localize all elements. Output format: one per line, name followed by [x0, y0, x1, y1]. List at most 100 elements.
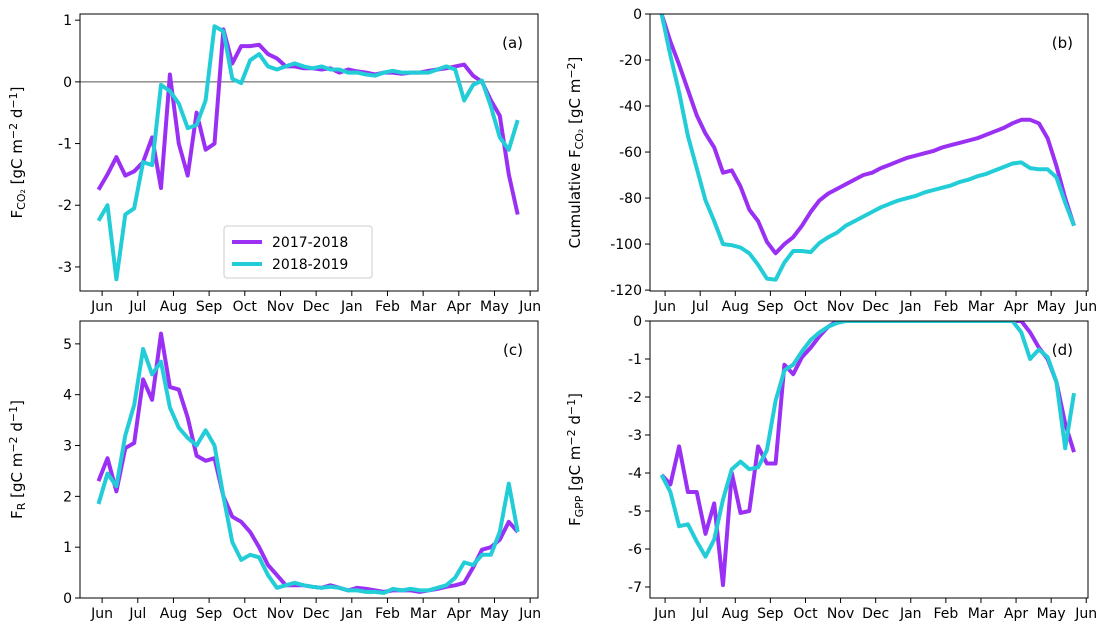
- x-tick-label: May: [480, 606, 509, 622]
- y-tick-label: 3: [63, 439, 72, 455]
- y-label-part: −2: [7, 123, 20, 139]
- x-tick-label: Mar: [968, 606, 995, 622]
- x-tick-label: Mar: [968, 299, 995, 315]
- x-tick-label: Oct: [793, 299, 818, 315]
- y-label-part: −2: [565, 429, 578, 445]
- y-label-part: d: [8, 109, 26, 123]
- y-tick-label: -1: [58, 137, 72, 153]
- x-tick-label: Jul: [128, 606, 146, 622]
- panel: Jun Jul Aug Sep Oct Nov Dec Jan Feb Mar Apr May Jun-…: [565, 7, 1097, 315]
- y-label-part: ]: [566, 57, 584, 63]
- y-label-part: CO₂: [15, 189, 28, 210]
- x-tick-label: Oct: [233, 299, 258, 315]
- x-tick-label: Jul: [128, 299, 146, 315]
- y-tick-label: -2: [628, 390, 642, 406]
- series-line: [660, 321, 1076, 588]
- y-tick-label: -100: [610, 237, 642, 253]
- y-label-part: −2: [565, 62, 578, 78]
- x-tick-label: May: [1037, 299, 1066, 315]
- y-tick-label: -3: [58, 260, 72, 276]
- y-tick-label: -20: [619, 53, 642, 69]
- plot-frame: [649, 13, 1089, 292]
- x-tick-label: Apr: [1004, 606, 1028, 622]
- y-label-part: F: [566, 517, 584, 526]
- y-label-part: d: [566, 415, 584, 429]
- x-tick-label: Mar: [410, 299, 437, 315]
- x-tick-label: Jun: [90, 606, 113, 622]
- x-tick-label: Aug: [722, 606, 749, 622]
- x-tick-label: Feb: [933, 606, 958, 622]
- y-tick-label: 5: [63, 337, 72, 353]
- x-tick-label: Jul: [691, 606, 709, 622]
- panel: Jun Jul Aug Sep Oct Nov Dec Jan Feb Mar Apr May Jun 0…: [7, 320, 541, 622]
- x-tick-label: Aug: [722, 299, 749, 315]
- x-tick-label: Jan: [340, 299, 363, 315]
- panel: Jun Jul Aug Sep Oct Nov Dec Jan Feb Mar Apr May Jun-…: [7, 13, 541, 315]
- x-tick-label: Nov: [827, 606, 854, 622]
- x-tick-label: Feb: [375, 606, 400, 622]
- x-tick-label: Sep: [196, 299, 223, 315]
- y-tick-label: -60: [619, 145, 642, 161]
- x-tick-label: Aug: [160, 606, 187, 622]
- y-tick-label: -3: [628, 428, 642, 444]
- y-tick-label: 1: [63, 540, 72, 556]
- x-tick-label: Jun: [653, 606, 676, 622]
- x-tick-label: Jun: [90, 299, 113, 315]
- y-tick-label: 0: [63, 75, 72, 91]
- y-tick-label: -1: [628, 352, 642, 368]
- y-axis-label: FR [gC m−2 d−1]: [7, 400, 28, 519]
- x-tick-label: Dec: [862, 606, 889, 622]
- y-tick-label: -6: [628, 542, 642, 558]
- series-line: [96, 24, 520, 282]
- legend-label: 2018-2019: [272, 257, 348, 273]
- y-tick-label: -2: [58, 198, 72, 214]
- panel-label: (c): [503, 341, 523, 359]
- x-tick-label: Sep: [757, 606, 784, 622]
- x-tick-label: Sep: [196, 606, 223, 622]
- x-tick-label: Nov: [267, 606, 294, 622]
- x-tick-label: Dec: [303, 299, 330, 315]
- y-axis-label: Cumulative FCO₂ [gC m−2]: [565, 57, 586, 249]
- plot-frame: [79, 320, 539, 599]
- y-label-part: ]: [566, 393, 584, 399]
- y-label-part: F: [8, 210, 26, 219]
- series-line: [659, 14, 1076, 282]
- y-tick-label: -5: [628, 504, 642, 520]
- y-label-part: [gC m: [8, 139, 26, 189]
- y-label-part: −1: [7, 406, 20, 422]
- y-label-part: −1: [7, 92, 20, 108]
- x-tick-label: Mar: [410, 606, 437, 622]
- y-label-part: d: [8, 422, 26, 436]
- series-line: [659, 321, 1076, 559]
- y-label-part: [gC m: [8, 453, 26, 503]
- y-label-part: [gC m: [566, 79, 584, 129]
- y-label-part: [gC m: [566, 446, 584, 496]
- y-label-part: −1: [565, 399, 578, 415]
- x-tick-label: Jan: [340, 606, 363, 622]
- y-tick-label: 2: [63, 489, 72, 505]
- y-label-part: F: [8, 510, 26, 519]
- y-label-part: ]: [8, 87, 26, 93]
- y-label-part: GPP: [573, 495, 586, 517]
- x-tick-label: May: [480, 299, 509, 315]
- x-tick-label: Oct: [233, 606, 258, 622]
- y-tick-label: 1: [63, 13, 72, 29]
- x-tick-label: Sep: [757, 299, 784, 315]
- x-tick-label: Jan: [899, 299, 922, 315]
- series-line: [659, 14, 1076, 256]
- panel-label: (b): [1052, 34, 1073, 52]
- y-tick-label: 4: [63, 388, 72, 404]
- panel: Jun Jul Aug Sep Oct Nov Dec Jan Feb Mar Apr May Jun-…: [565, 314, 1097, 622]
- y-tick-label: -80: [619, 191, 642, 207]
- y-tick-label: 0: [633, 7, 642, 23]
- x-tick-label: Nov: [267, 299, 294, 315]
- legend-label: 2017-2018: [272, 235, 348, 251]
- x-tick-label: Oct: [793, 606, 818, 622]
- x-tick-label: Jun: [1074, 606, 1097, 622]
- x-tick-label: May: [1037, 606, 1066, 622]
- y-label-part: ]: [8, 400, 26, 406]
- panel-label: (a): [502, 34, 523, 52]
- x-tick-label: Jun: [518, 606, 541, 622]
- x-tick-label: Aug: [160, 299, 187, 315]
- x-tick-label: Dec: [303, 606, 330, 622]
